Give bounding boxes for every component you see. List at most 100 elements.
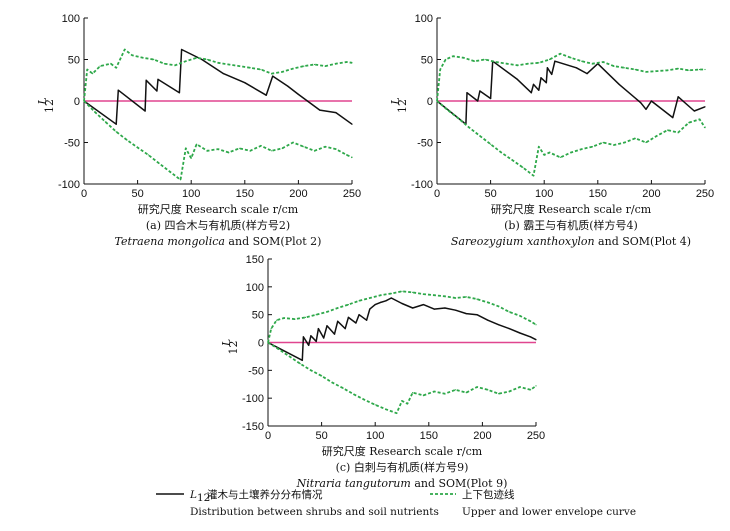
data-point-upper: [281, 71, 283, 73]
data-point-upper: [369, 297, 371, 299]
data-point-upper: [153, 58, 155, 61]
data-point-upper: [228, 63, 230, 66]
data-point-upper: [271, 73, 273, 75]
data-point-lower: [179, 179, 182, 181]
x-tick-label: 50: [484, 188, 496, 200]
x-tick-label: 0: [81, 188, 87, 200]
data-point-lower: [613, 144, 615, 146]
y-tick-label: 0: [258, 338, 264, 350]
data-point-upper: [163, 63, 165, 65]
panel-c: -150 -100 -50 0 50 100 150 0 50 100 150 200 250 L12 研究…: [220, 254, 545, 490]
caption-species-name: Sareozygium xanthoxylon: [451, 235, 595, 248]
y-tick-label: 100: [415, 13, 433, 25]
data-point-upper: [506, 63, 508, 65]
data-point-lower: [353, 393, 355, 395]
data-point-L12: [466, 92, 468, 94]
data-point-upper: [131, 54, 133, 56]
y-axis-label-subscript: 12: [227, 341, 240, 355]
data-point-upper: [508, 311, 510, 313]
caption-line-2: Tetraena mongolica and SOM(Plot 2): [115, 235, 322, 248]
data-point-lower: [479, 135, 481, 137]
data-point-upper: [110, 63, 112, 65]
y-tick-label: 50: [68, 55, 80, 67]
data-point-upper: [465, 296, 467, 298]
data-point-L12: [535, 339, 537, 341]
data-point-upper: [351, 62, 353, 64]
data-point-L12: [374, 304, 376, 306]
data-point-L12: [145, 79, 147, 81]
data-point-L12: [516, 78, 519, 80]
data-point-L12: [650, 100, 653, 102]
data-point-L12: [287, 85, 289, 87]
data-point-lower: [363, 399, 366, 401]
series-line-L12: [83, 48, 353, 125]
data-point-upper: [124, 48, 126, 51]
data-point-upper: [613, 65, 615, 67]
series-line-upper: [267, 290, 537, 343]
data-point-L12: [344, 328, 346, 330]
data-point-L12: [335, 112, 337, 114]
data-point-lower: [217, 148, 219, 150]
data-point-L12: [326, 325, 328, 327]
y-tick-label: -100: [242, 393, 264, 405]
y-tick-label: 100: [62, 13, 80, 25]
data-point-upper: [292, 68, 294, 70]
y-tick-label: 0: [427, 96, 433, 108]
data-point-L12: [490, 97, 492, 100]
legend-envelope-text: 上下包迹线: [462, 488, 515, 501]
data-point-upper: [519, 315, 521, 317]
data-point-lower: [447, 109, 449, 111]
data-point-lower: [137, 146, 139, 149]
data-point-lower: [465, 392, 467, 394]
series-line-lower: [83, 100, 353, 181]
data-point-lower: [267, 341, 269, 344]
data-point-upper: [497, 305, 500, 307]
data-point-upper: [484, 58, 486, 61]
data-point-lower: [206, 150, 208, 152]
data-point-upper: [473, 60, 476, 62]
data-point-lower: [313, 150, 316, 152]
series-line-upper: [83, 48, 353, 102]
data-point-upper: [624, 67, 626, 69]
series-line-upper: [436, 52, 705, 102]
data-point-lower: [292, 141, 294, 144]
data-point-upper: [656, 70, 658, 72]
data-point-lower: [228, 151, 230, 154]
y-tick-label: -50: [248, 365, 264, 377]
data-point-upper: [335, 63, 337, 65]
legend: L 12 灌木与土壤养分分布情况 Distribution between sh…: [156, 488, 636, 518]
data-point-L12: [265, 94, 267, 96]
data-point-lower: [532, 175, 535, 177]
x-tick-label: 0: [434, 188, 440, 200]
y-tick-label: -150: [242, 421, 264, 433]
data-point-upper: [270, 328, 272, 330]
data-point-L12: [677, 96, 679, 98]
caption-line-1: (a) 四合木与有机质(样方号2): [146, 218, 290, 232]
data-point-upper: [591, 63, 594, 65]
data-point-L12: [317, 328, 319, 330]
data-point-L12: [117, 89, 119, 91]
data-point-L12: [178, 92, 180, 94]
data-point-L12: [554, 60, 556, 62]
data-point-upper: [337, 307, 339, 309]
data-point-L12: [181, 48, 183, 51]
caption-line-2: Nitraria tangutorum and SOM(Plot 9): [296, 477, 508, 490]
x-tick-label: 250: [343, 188, 361, 200]
data-point-lower: [522, 166, 524, 168]
data-point-L12: [222, 73, 224, 75]
data-point-lower: [508, 390, 510, 393]
data-point-lower: [487, 389, 489, 391]
data-point-L12: [366, 319, 368, 321]
data-point-L12: [323, 337, 325, 339]
series-line-lower: [436, 100, 706, 177]
x-tick-label: 200: [642, 188, 660, 200]
data-point-upper: [283, 317, 285, 319]
data-point-L12: [272, 75, 274, 77]
data-point-L12: [390, 297, 392, 299]
data-point-upper: [516, 64, 519, 66]
data-point-L12: [546, 67, 549, 69]
data-point-lower: [324, 146, 326, 148]
data-point-L12: [301, 359, 303, 361]
data-point-upper: [304, 316, 307, 318]
data-point-upper: [260, 68, 262, 71]
